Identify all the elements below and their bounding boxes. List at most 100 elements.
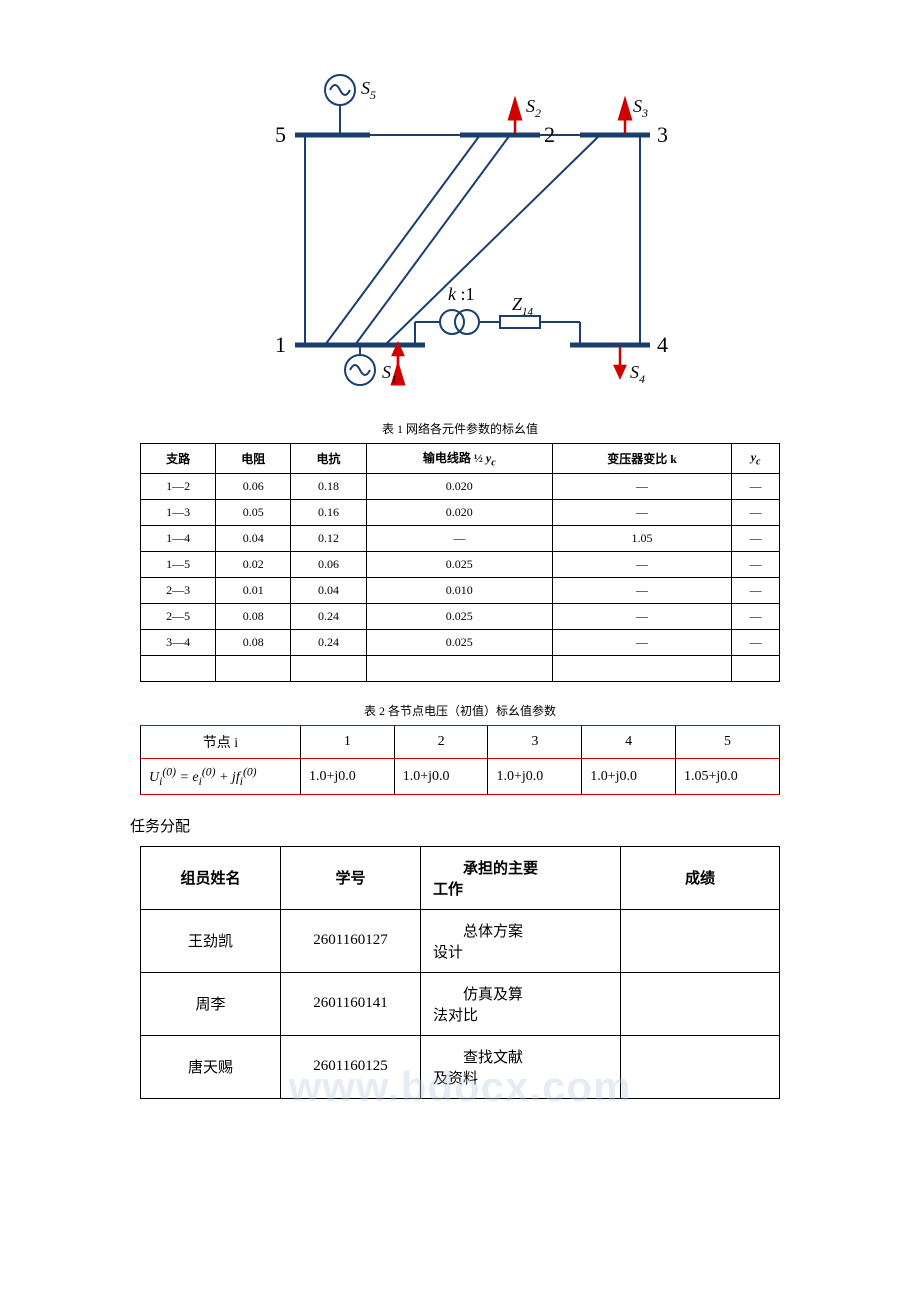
table1-cell: 0.025 xyxy=(366,604,552,630)
task-table: 组员姓名 学号 承担的主要工作 成绩 王劲凯2601160127总体方案设计周李… xyxy=(140,846,780,1099)
node-5-label: 5 xyxy=(275,122,286,147)
member-id: 2601160141 xyxy=(281,972,421,1035)
t3-h-score: 成绩 xyxy=(621,846,780,909)
table2-caption: 表 2 各节点电压（初值）标幺值参数 xyxy=(80,702,840,719)
table1-cell: 3—4 xyxy=(141,630,216,656)
member-id: 2601160125 xyxy=(281,1035,421,1098)
task-section-label: 任务分配 xyxy=(130,815,840,836)
t2-v1: 1.0+j0.0 xyxy=(301,759,395,794)
table1-cell: 0.06 xyxy=(216,474,291,500)
table1-cell xyxy=(366,656,552,682)
node-4-label: 4 xyxy=(657,332,668,357)
member-name: 唐天赐 xyxy=(141,1035,281,1098)
table1-cell: — xyxy=(552,474,731,500)
svg-text:Z14: Z14 xyxy=(512,294,534,318)
member-work: 仿真及算法对比 xyxy=(421,972,621,1035)
table1-cell: 1.05 xyxy=(552,526,731,552)
table1-cell: 0.18 xyxy=(291,474,366,500)
t2-v4: 1.0+j0.0 xyxy=(582,759,676,794)
table1-cell xyxy=(552,656,731,682)
table1-cell: 0.08 xyxy=(216,630,291,656)
table1-cell: 0.020 xyxy=(366,500,552,526)
svg-text:S5: S5 xyxy=(361,78,376,102)
table1-cell: 2—5 xyxy=(141,604,216,630)
table1-cell: 0.08 xyxy=(216,604,291,630)
t1-h-k: 变压器变比 k xyxy=(552,444,731,474)
t2-v5: 1.05+j0.0 xyxy=(675,759,779,794)
node-3-label: 3 xyxy=(657,122,668,147)
t1-h-yc: 输电线路 ½ yc xyxy=(366,444,552,474)
t1-h-r: 电阻 xyxy=(216,444,291,474)
node-2-label: 2 xyxy=(544,122,555,147)
t2-v2: 1.0+j0.0 xyxy=(394,759,488,794)
table1-cell: 0.025 xyxy=(366,630,552,656)
table1-cell: — xyxy=(732,500,780,526)
t2-c1: 1 xyxy=(301,726,395,759)
table1-cell: — xyxy=(552,500,731,526)
table1-cell: 0.12 xyxy=(291,526,366,552)
table1-cell: 1—5 xyxy=(141,552,216,578)
table1-cell: — xyxy=(732,604,780,630)
voltage-table: 节点 i 1 2 3 4 5 Ui(0) = ei(0) + jfi(0) 1.… xyxy=(140,725,780,794)
svg-text:S1: S1 xyxy=(382,362,397,386)
svg-text:S4: S4 xyxy=(630,362,645,386)
table1-cell: 2—3 xyxy=(141,578,216,604)
t2-v3: 1.0+j0.0 xyxy=(488,759,582,794)
table1-cell: 0.02 xyxy=(216,552,291,578)
table1-caption: 表 1 网络各元件参数的标幺值 xyxy=(80,420,840,437)
member-id: 2601160127 xyxy=(281,909,421,972)
table1-cell xyxy=(216,656,291,682)
table1-cell xyxy=(141,656,216,682)
table1-cell: 0.16 xyxy=(291,500,366,526)
parameters-table: 支路 电阻 电抗 输电线路 ½ yc 变压器变比 k yc 1—20.060.1… xyxy=(140,443,780,682)
table1-cell: 0.04 xyxy=(216,526,291,552)
node-1-label: 1 xyxy=(275,332,286,357)
table1-cell: 1—4 xyxy=(141,526,216,552)
table1-cell: — xyxy=(732,552,780,578)
table1-cell: 0.05 xyxy=(216,500,291,526)
t3-h-name: 组员姓名 xyxy=(141,846,281,909)
member-score xyxy=(621,972,780,1035)
table1-cell xyxy=(732,656,780,682)
svg-text:S3: S3 xyxy=(633,96,648,120)
table1-cell: 1—3 xyxy=(141,500,216,526)
table1-cell xyxy=(291,656,366,682)
table1-cell: — xyxy=(552,630,731,656)
table1-cell: 0.025 xyxy=(366,552,552,578)
table1-cell: 0.010 xyxy=(366,578,552,604)
table1-cell: 0.01 xyxy=(216,578,291,604)
table1-cell: — xyxy=(552,552,731,578)
table1-cell: — xyxy=(366,526,552,552)
circuit-diagram: 5 2 3 1 4 S5 S2 S3 S1 S4 k :1 Z14 xyxy=(80,60,840,390)
t2-c5: 5 xyxy=(675,726,779,759)
t3-h-id: 学号 xyxy=(281,846,421,909)
table1-cell: — xyxy=(552,578,731,604)
table1-cell: 1—2 xyxy=(141,474,216,500)
t1-h-x: 电抗 xyxy=(291,444,366,474)
member-work: 查找文献及资料 xyxy=(421,1035,621,1098)
member-score xyxy=(621,1035,780,1098)
table1-cell: — xyxy=(732,578,780,604)
t2-c4: 4 xyxy=(582,726,676,759)
t2-h0: 节点 i xyxy=(141,726,301,759)
table1-cell: 0.06 xyxy=(291,552,366,578)
table1-cell: 0.020 xyxy=(366,474,552,500)
t2-c3: 3 xyxy=(488,726,582,759)
member-name: 王劲凯 xyxy=(141,909,281,972)
t1-h-branch: 支路 xyxy=(141,444,216,474)
member-name: 周李 xyxy=(141,972,281,1035)
member-score xyxy=(621,909,780,972)
t2-formula: Ui(0) = ei(0) + jfi(0) xyxy=(141,759,301,794)
table1-cell: — xyxy=(732,630,780,656)
t1-h-yc2: yc xyxy=(732,444,780,474)
table1-cell: 0.04 xyxy=(291,578,366,604)
t2-c2: 2 xyxy=(394,726,488,759)
table1-cell: — xyxy=(552,604,731,630)
svg-text:k :1: k :1 xyxy=(448,284,475,304)
t3-h-work: 承担的主要工作 xyxy=(421,846,621,909)
member-work: 总体方案设计 xyxy=(421,909,621,972)
diagram-svg: 5 2 3 1 4 S5 S2 S3 S1 S4 k :1 Z14 xyxy=(230,60,690,390)
table1-cell: 0.24 xyxy=(291,604,366,630)
table1-cell: — xyxy=(732,474,780,500)
table1-cell: 0.24 xyxy=(291,630,366,656)
